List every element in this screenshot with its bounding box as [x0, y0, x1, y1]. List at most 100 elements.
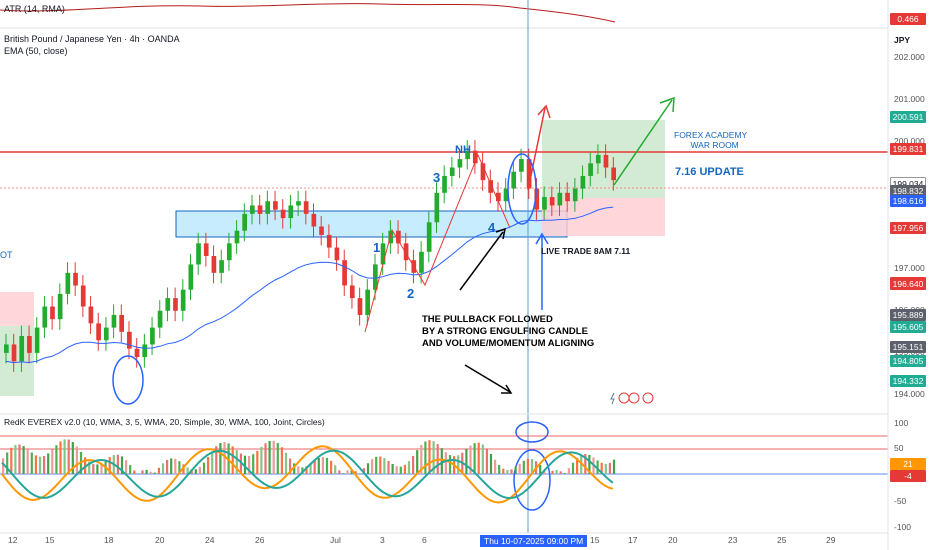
candle-body: [257, 205, 263, 214]
candle-body: [103, 327, 109, 341]
oscillator-bar: [502, 468, 505, 474]
currency-label[interactable]: JPY: [894, 35, 911, 45]
candle-body: [211, 255, 217, 273]
osc-axis-100: 100: [894, 418, 909, 428]
oscillator-bar: [387, 460, 390, 474]
oscillator-bar: [34, 455, 37, 474]
candle-body: [488, 180, 493, 193]
osc-value-21: 21: [890, 458, 926, 470]
oscillator-bar: [198, 466, 201, 474]
oscillator-bar: [334, 465, 337, 474]
candle-body: [50, 306, 55, 320]
candle-body: [42, 306, 48, 328]
candle-body: [565, 192, 570, 202]
oscillator-bar: [354, 471, 357, 474]
oscillator-bar: [256, 450, 259, 474]
oscillator-bar: [358, 473, 361, 474]
oscillator-bar: [309, 463, 312, 474]
oscillator-bar: [563, 473, 566, 474]
osc-axis-neg50: -50: [894, 496, 907, 506]
candle-body: [311, 213, 317, 227]
candle-body: [250, 205, 255, 214]
oscillator-bar: [51, 449, 54, 474]
price-axis-tick: 202.000: [894, 52, 925, 62]
candlestick-series: [4, 140, 616, 372]
candle-body: [80, 285, 86, 307]
oscillator-bar: [424, 441, 427, 474]
oscillator-bar: [96, 464, 99, 474]
candle-body: [273, 201, 278, 210]
oscillator-bar: [22, 446, 25, 474]
candle-body: [19, 336, 25, 362]
war-room-line1: FOREX ACADEMY: [674, 130, 748, 140]
candle-body: [165, 298, 171, 311]
candle-body: [603, 154, 609, 168]
oscillator-bar: [375, 456, 378, 474]
oscillator-bar: [186, 467, 189, 474]
oscillator-bar: [313, 460, 316, 474]
oscillator-bar: [518, 463, 521, 474]
candle-body: [388, 230, 394, 244]
oscillator-bar: [600, 462, 603, 474]
oscillator-label: RedK EVEREX v2.0 (10, WMA, 3, 5, WMA, 20…: [4, 417, 325, 427]
atr-label: ATR (14, RMA): [4, 4, 65, 14]
candle-body: [503, 188, 509, 202]
oscillator-bar: [88, 461, 91, 474]
candle-body: [34, 327, 40, 353]
oscillator-bar: [407, 461, 411, 474]
price-tag: 194.805: [890, 355, 926, 368]
candle-body: [373, 264, 378, 290]
candle-body: [365, 289, 370, 315]
oscillator-bar: [10, 447, 13, 474]
oscillator-bar: [416, 450, 419, 474]
event-icon-2[interactable]: [628, 392, 640, 404]
oscillator-bar: [526, 459, 529, 474]
oscillator-bar: [18, 444, 21, 474]
candle-body: [11, 344, 17, 362]
candle-body: [73, 272, 78, 286]
candle-body: [65, 272, 71, 294]
time-axis-tick: 3: [380, 535, 385, 545]
pullback-note: THE PULLBACK FOLLOWED BY A STRONG ENGULF…: [422, 314, 594, 350]
price-tag: 197.956: [890, 222, 926, 235]
candle-body: [380, 243, 386, 265]
oscillator-bar: [252, 454, 255, 474]
oscillator-bar: [465, 449, 468, 474]
candle-body: [434, 192, 440, 223]
oscillator-bar: [268, 440, 271, 474]
candle-body: [611, 167, 616, 181]
time-axis-tick: 20: [155, 535, 165, 545]
live-trade-label: LIVE TRADE 8AM 7.11: [541, 246, 631, 256]
wave-3-label: 3: [433, 170, 441, 185]
event-icon-1[interactable]: [618, 392, 630, 404]
time-axis-tick: 17: [628, 535, 638, 545]
oscillator-bar: [576, 458, 579, 474]
candle-body: [334, 247, 340, 261]
oscillator-bar: [567, 468, 570, 474]
wave-2-label: 2: [407, 286, 415, 301]
pullback-pointer-arrow-head: [495, 227, 506, 240]
oscillator-bar: [551, 470, 554, 474]
osc-value-neg4: -4: [890, 470, 926, 482]
bullish-arrow-right: [613, 99, 673, 186]
oscillator-bar: [481, 444, 484, 474]
oscillator-bar: [321, 456, 324, 474]
price-axis-tick: 200.000: [894, 136, 925, 147]
price-tag: 198.832: [890, 185, 926, 198]
left-cut-label: OT: [0, 250, 13, 260]
candle-body: [157, 310, 163, 328]
candle-body: [4, 344, 9, 353]
oscillator-bar: [297, 466, 300, 474]
oscillator-bar: [6, 452, 9, 474]
pullback-line2: BY A STRONG ENGULFING CANDLE: [422, 326, 588, 337]
oscillator-bar: [330, 460, 333, 474]
event-icon-3[interactable]: [642, 392, 654, 404]
oscillator-bar: [342, 473, 345, 474]
candle-body: [203, 243, 209, 256]
candle-body: [542, 197, 547, 210]
oscillator-bar: [235, 450, 238, 474]
oscillator-bar: [514, 466, 517, 474]
ema-label: EMA (50, close): [4, 46, 68, 56]
nh-label: NH: [455, 144, 471, 156]
